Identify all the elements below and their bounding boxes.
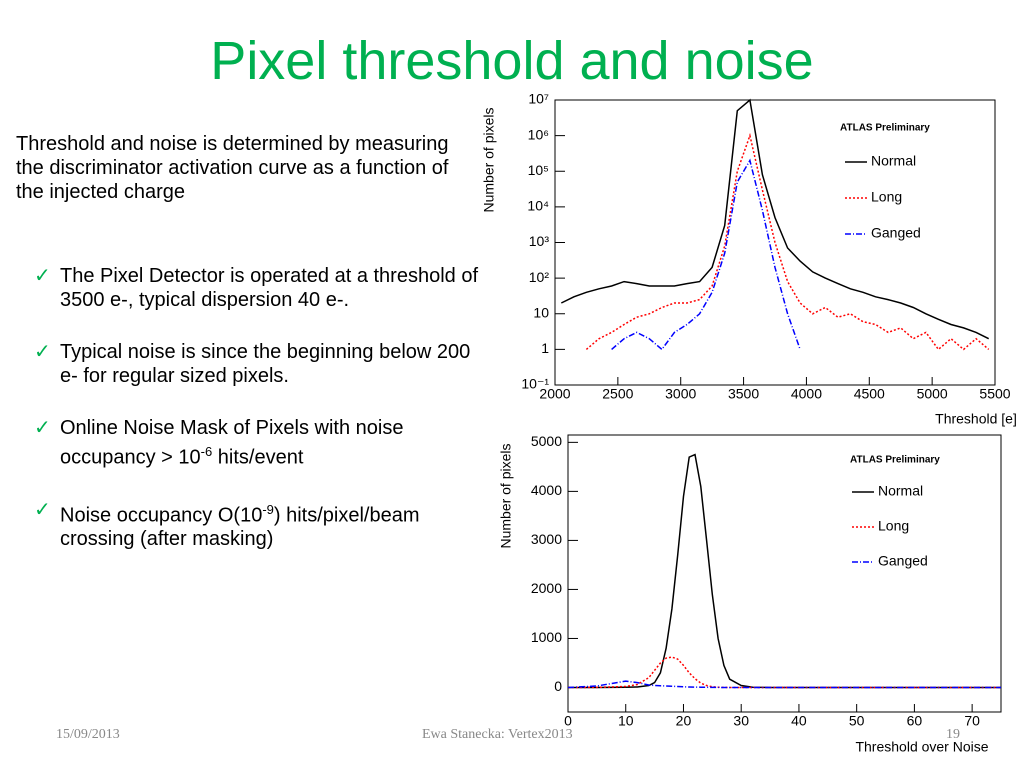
legend-label: Normal [871, 153, 916, 169]
superscript: -9 [262, 501, 274, 517]
y-tick-label: 2000 [531, 580, 562, 596]
x-axis-title: Threshold [e] [935, 411, 1017, 427]
legend-label: Normal [878, 483, 923, 499]
x-tick-label: 4000 [791, 386, 822, 402]
y-tick-label: 1000 [531, 629, 562, 645]
intro-text: Threshold and noise is determined by mea… [16, 133, 449, 203]
superscript: -6 [200, 444, 213, 459]
y-axis-title: Number of pixels [481, 107, 497, 212]
x-tick-label: 50 [849, 713, 865, 729]
x-tick-label: 4500 [854, 386, 885, 402]
x-tick-label: 5500 [979, 386, 1010, 402]
slide-title: Pixel threshold and noise [210, 31, 814, 91]
x-tick-label: 30 [733, 713, 749, 729]
y-tick-label: 10 [533, 304, 549, 320]
footer-date: 15/09/2013 [56, 727, 120, 742]
bullet-text: Online Noise Mask of Pixels with noise o… [60, 417, 404, 469]
series-line [567, 680, 1001, 689]
legend-label: Long [878, 518, 909, 534]
footer-author: Ewa Stanecka: Vertex2013 [422, 727, 573, 742]
y-tick-label: 1 [541, 340, 549, 356]
bullet: Online Noise Mask of Pixels with noise o… [34, 416, 484, 470]
x-tick-label: 60 [907, 713, 923, 729]
bullet-text: Noise occupancy O(10 [60, 504, 263, 527]
bullet-text: The Pixel Detector is operated at a thre… [60, 265, 479, 311]
x-axis-title: Threshold over Noise [855, 739, 988, 755]
x-tick-label: 40 [791, 713, 807, 729]
y-tick-label: 10⁷ [528, 91, 549, 107]
x-tick-label: 70 [964, 713, 980, 729]
bullet: Typical noise is since the beginning bel… [34, 340, 484, 388]
y-tick-label: 10² [529, 269, 550, 285]
y-tick-label: 4000 [531, 482, 562, 498]
series-line [585, 132, 990, 351]
bullet: The Pixel Detector is operated at a thre… [34, 264, 484, 312]
y-tick-label: 10³ [529, 233, 550, 249]
annotation: ATLAS Preliminary [850, 455, 940, 466]
x-tick-label: 10 [618, 713, 634, 729]
legend-label: Ganged [871, 225, 921, 241]
bullet-text: Typical noise is since the beginning bel… [60, 341, 471, 387]
y-tick-label: 10⁴ [527, 198, 549, 214]
footer-page: 19 [946, 727, 960, 742]
bullet-text: hits/event [212, 446, 304, 469]
y-tick-label: 10⁵ [528, 162, 549, 178]
plot-frame [567, 434, 1002, 713]
bullet-text: ) hits/pixel/beam crossing (after maskin… [60, 504, 420, 551]
series-line [568, 453, 1001, 689]
y-tick-label: 5000 [531, 433, 562, 449]
y-tick-label: 0 [554, 678, 562, 694]
x-tick-label: 2000 [539, 386, 570, 402]
x-tick-label: 0 [564, 713, 572, 729]
x-tick-label: 3000 [665, 386, 696, 402]
annotation: ATLAS Preliminary [840, 123, 930, 134]
x-tick-label: 3500 [728, 386, 759, 402]
legend-label: Ganged [878, 553, 928, 569]
x-tick-label: 2500 [602, 386, 633, 402]
y-tick-label: 3000 [531, 531, 562, 547]
series-line [612, 161, 851, 350]
bullet-list: The Pixel Detector is operated at a thre… [34, 264, 484, 579]
series-line [560, 98, 990, 340]
legend-label: Long [871, 189, 902, 205]
y-tick-label: 10⁻¹ [521, 376, 549, 392]
series-line [567, 656, 1001, 689]
x-tick-label: 5000 [917, 386, 948, 402]
bullet: Noise occupancy O(10-9) hits/pixel/beam … [34, 498, 484, 552]
y-tick-label: 10⁶ [528, 126, 549, 142]
x-tick-label: 20 [676, 713, 692, 729]
y-axis-title: Number of pixels [498, 443, 514, 548]
